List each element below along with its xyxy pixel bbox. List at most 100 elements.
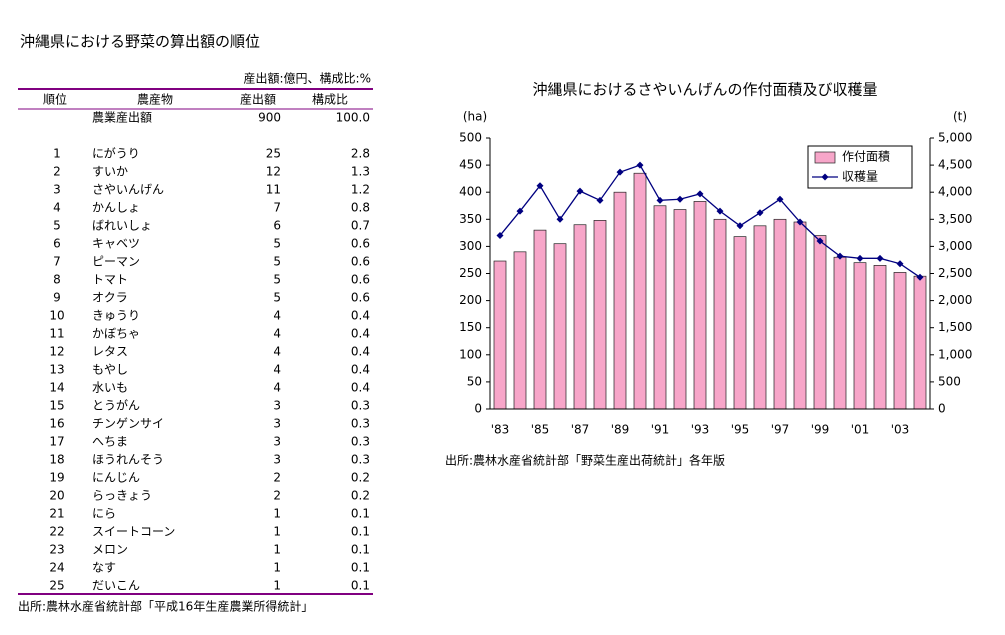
x-tick-label: '89: [611, 423, 630, 437]
y-tick-label: 250: [459, 266, 482, 280]
cell: 12: [266, 165, 281, 179]
bar: [653, 205, 667, 410]
bar: [493, 260, 507, 410]
cell: 1: [273, 525, 281, 539]
cell: レタス: [92, 345, 128, 359]
source: 出所:農林水産省統計部「野菜生産出荷統計」各年版: [445, 453, 725, 468]
cell: 0.6: [351, 255, 370, 269]
marker: [876, 254, 884, 262]
cell: 0.2: [351, 471, 370, 485]
cell: 農業産出額: [92, 110, 152, 125]
y-tick-label: 50: [467, 374, 482, 388]
marker: [516, 207, 524, 215]
y2-tick-label: 4,000: [938, 185, 972, 199]
x-tick-label: '85: [531, 423, 550, 437]
bar: [913, 275, 927, 410]
bar: [673, 209, 687, 410]
cell: かんしょ: [92, 201, 140, 215]
x-tick-label: '93: [691, 423, 710, 437]
cell: 25: [49, 579, 64, 593]
cell: かぼちゃ: [92, 327, 140, 341]
marker: [916, 273, 924, 281]
marker: [616, 168, 624, 176]
cell: 2: [53, 165, 61, 179]
y-tick-label: 400: [459, 185, 482, 199]
column-header: 農産物: [137, 92, 173, 107]
cell: 15: [49, 399, 64, 413]
bar: [853, 262, 867, 410]
chart-title: 沖縄県におけるさやいんげんの作付面積及び収穫量: [532, 81, 877, 99]
y2-tick-label: 3,500: [938, 212, 972, 226]
cell: にがうり: [92, 146, 140, 161]
legend-swatch: [821, 173, 829, 181]
cell: 1: [273, 507, 281, 521]
cell: ばれいしょ: [92, 219, 152, 233]
cell: 25: [266, 147, 281, 161]
axes: [489, 138, 931, 410]
x-tick-label: '01: [851, 423, 870, 437]
cell: さやいんげん: [92, 183, 164, 197]
cell: トマト: [92, 273, 128, 287]
y2-tick-label: 1,000: [938, 347, 972, 361]
x-tick-label: '97: [771, 423, 790, 437]
cell: 8: [53, 273, 61, 287]
cell: きゅうり: [92, 309, 140, 323]
y2-tick-label: 3,000: [938, 239, 972, 253]
cell: すいか: [92, 165, 128, 179]
bar: [533, 229, 547, 410]
y-tick-label: 150: [459, 320, 482, 334]
cell: 4: [273, 327, 281, 341]
legend-label: 作付面積: [842, 149, 890, 164]
marker: [576, 187, 584, 195]
bar: [613, 191, 627, 410]
marker: [736, 222, 744, 230]
column-header: 順位: [43, 92, 67, 107]
marker: [656, 196, 664, 204]
cell: オクラ: [92, 291, 128, 305]
cell: 5: [273, 291, 281, 305]
cell: にんじん: [92, 471, 140, 485]
y2-tick-label: 2,000: [938, 293, 972, 307]
cell: 0.2: [351, 489, 370, 503]
cell: とうがん: [92, 398, 140, 413]
marker: [856, 254, 864, 262]
cell: 0.1: [351, 561, 370, 575]
cell: 11: [266, 183, 281, 197]
cell: 3: [53, 183, 61, 197]
cell: 1: [273, 579, 281, 593]
y-tick-label: 500: [459, 131, 482, 145]
cell: 0.3: [351, 399, 370, 413]
cell: 0.4: [351, 363, 370, 377]
marker: [556, 215, 564, 223]
bar: [813, 235, 827, 410]
cell: ほうれんそう: [92, 453, 164, 467]
line: [499, 164, 921, 278]
cell: 4: [273, 309, 281, 323]
page-title: 沖縄県における野菜の算出額の順位: [20, 33, 260, 51]
cell: 10: [49, 309, 64, 323]
cell: 0.1: [351, 525, 370, 539]
legend-label: 収穫量: [842, 170, 878, 184]
y-tick-label: 450: [459, 158, 482, 172]
cell: 3: [273, 399, 281, 413]
y2-tick-label: 5,000: [938, 131, 972, 145]
bar: [713, 218, 727, 410]
y-axis-label: (ha): [463, 110, 487, 124]
cell: 0.8: [351, 201, 370, 215]
cell: 4: [53, 201, 61, 215]
marker: [836, 252, 844, 260]
cell: 2: [273, 471, 281, 485]
cell: 2.8: [351, 147, 370, 161]
x-tick-label: '83: [491, 423, 510, 437]
marker: [816, 237, 824, 245]
y-tick-label: 300: [459, 239, 482, 253]
marker: [756, 209, 764, 217]
cell: 0.6: [351, 273, 370, 287]
cell: ピーマン: [92, 255, 140, 269]
cell: 5: [53, 219, 61, 233]
cell: チンゲンサイ: [92, 417, 164, 431]
cell: 18: [49, 453, 64, 467]
cell: 3: [273, 453, 281, 467]
legend-swatch: [814, 151, 836, 164]
